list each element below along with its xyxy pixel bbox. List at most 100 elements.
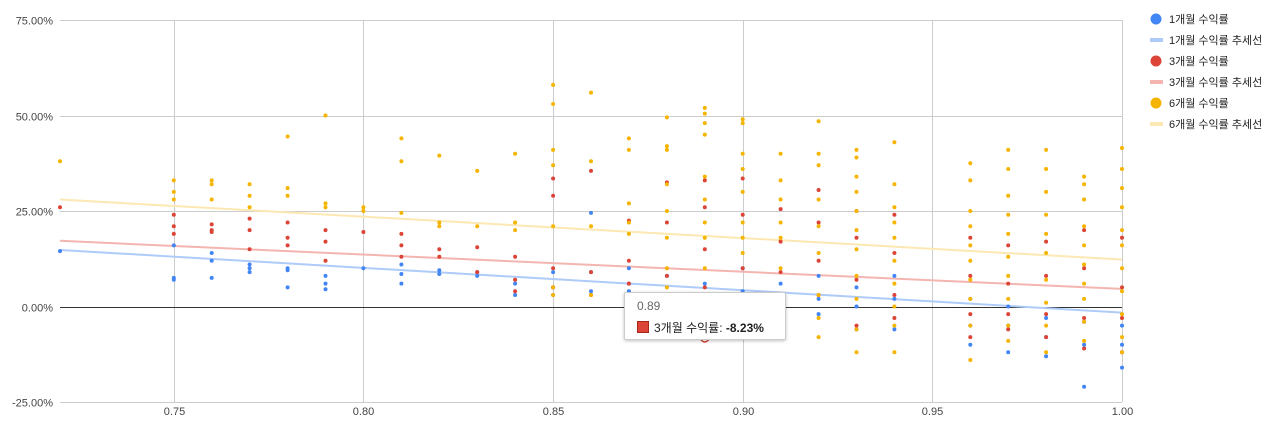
data-point	[209, 258, 214, 263]
y-tick-label: 0.00%	[22, 303, 53, 315]
data-point	[285, 186, 290, 191]
trendline	[59, 198, 1123, 261]
data-point	[399, 243, 404, 248]
x-tick-label: 0.90	[733, 406, 754, 418]
data-point	[664, 266, 669, 271]
data-point	[1044, 335, 1049, 340]
data-point	[1044, 239, 1049, 244]
data-point	[589, 293, 593, 297]
data-point	[551, 293, 556, 297]
data-point	[664, 235, 669, 240]
legend-marker	[1150, 97, 1162, 109]
data-point	[209, 251, 214, 255]
data-point	[323, 258, 328, 263]
data-point	[1006, 273, 1011, 278]
legend-label: 1개월 수익률 추세선	[1169, 34, 1262, 47]
data-point	[626, 231, 631, 236]
legend-marker	[1150, 55, 1162, 67]
data-point	[778, 207, 783, 212]
data-point	[892, 220, 897, 225]
data-point	[1120, 186, 1124, 191]
data-point	[892, 304, 897, 309]
data-point	[1120, 243, 1124, 248]
data-point	[437, 268, 442, 273]
data-point	[664, 115, 669, 120]
data-point	[626, 258, 631, 263]
data-point	[171, 197, 176, 202]
data-point	[551, 102, 556, 106]
legend-item: 3개월 수익률	[1150, 55, 1229, 68]
data-point	[171, 224, 176, 229]
data-point	[1006, 327, 1011, 332]
data-point	[664, 144, 669, 149]
series-points	[58, 210, 1124, 389]
data-point	[209, 275, 214, 280]
data-point	[1044, 350, 1049, 355]
data-point	[513, 281, 518, 286]
data-point	[740, 220, 745, 225]
data-point	[1120, 312, 1124, 317]
data-point	[1006, 212, 1011, 217]
data-point	[740, 266, 745, 271]
data-point	[1120, 167, 1124, 171]
y-tick-label: 50.00%	[16, 112, 54, 124]
data-point	[702, 281, 707, 286]
data-point	[778, 281, 783, 286]
data-point	[323, 228, 328, 233]
trendline	[59, 239, 1123, 290]
data-point	[285, 243, 290, 248]
data-point	[778, 270, 783, 275]
data-point	[1044, 167, 1049, 171]
data-point	[664, 285, 669, 290]
data-point	[968, 243, 973, 248]
data-point	[778, 220, 783, 225]
data-point	[854, 189, 859, 194]
data-point	[854, 155, 859, 160]
y-tick-label: -25.00%	[12, 398, 53, 410]
legend-item: 3개월 수익률 추세선	[1150, 76, 1262, 89]
data-point	[892, 212, 897, 217]
data-point	[323, 205, 328, 210]
data-point	[1082, 384, 1087, 389]
tooltip-swatch	[637, 321, 649, 333]
data-point	[1120, 235, 1124, 240]
data-point	[892, 281, 897, 286]
legend-label: 3개월 수익률	[1169, 55, 1229, 68]
data-point	[247, 266, 252, 271]
data-point	[437, 272, 442, 276]
axis-ticks: 0.75 0.80 0.85 0.90 0.95 1.00 -25.00% 0.00% 25.0…	[12, 16, 1133, 419]
data-point	[816, 258, 821, 263]
data-point	[816, 296, 821, 301]
data-point	[664, 273, 669, 278]
data-point	[854, 235, 859, 240]
y-tick-label: 25.00%	[16, 207, 54, 219]
data-point	[247, 182, 252, 187]
data-point	[437, 247, 442, 252]
data-point	[399, 272, 404, 276]
data-point	[1044, 312, 1049, 317]
data-point	[513, 151, 518, 156]
data-point	[968, 178, 973, 183]
legend-item: 1개월 수익률 추세선	[1150, 34, 1262, 47]
data-point	[1006, 254, 1011, 259]
legend-line	[1150, 122, 1163, 126]
data-point	[58, 205, 62, 210]
data-point	[626, 136, 631, 141]
data-point	[702, 220, 707, 225]
data-point	[1082, 182, 1087, 187]
data-point	[1044, 273, 1049, 278]
data-point	[740, 167, 745, 171]
data-point	[361, 230, 366, 234]
data-point	[1006, 312, 1011, 317]
data-point	[740, 189, 745, 194]
data-point	[1082, 243, 1087, 248]
legend-label: 6개월 수익률 추세선	[1169, 118, 1262, 131]
data-point	[247, 270, 252, 275]
data-point	[702, 178, 707, 183]
data-point	[1044, 189, 1049, 194]
data-point	[1044, 212, 1049, 217]
data-point	[399, 254, 404, 259]
x-tick-label: 0.80	[353, 406, 374, 418]
data-point	[589, 210, 593, 215]
series-points	[58, 82, 1124, 362]
